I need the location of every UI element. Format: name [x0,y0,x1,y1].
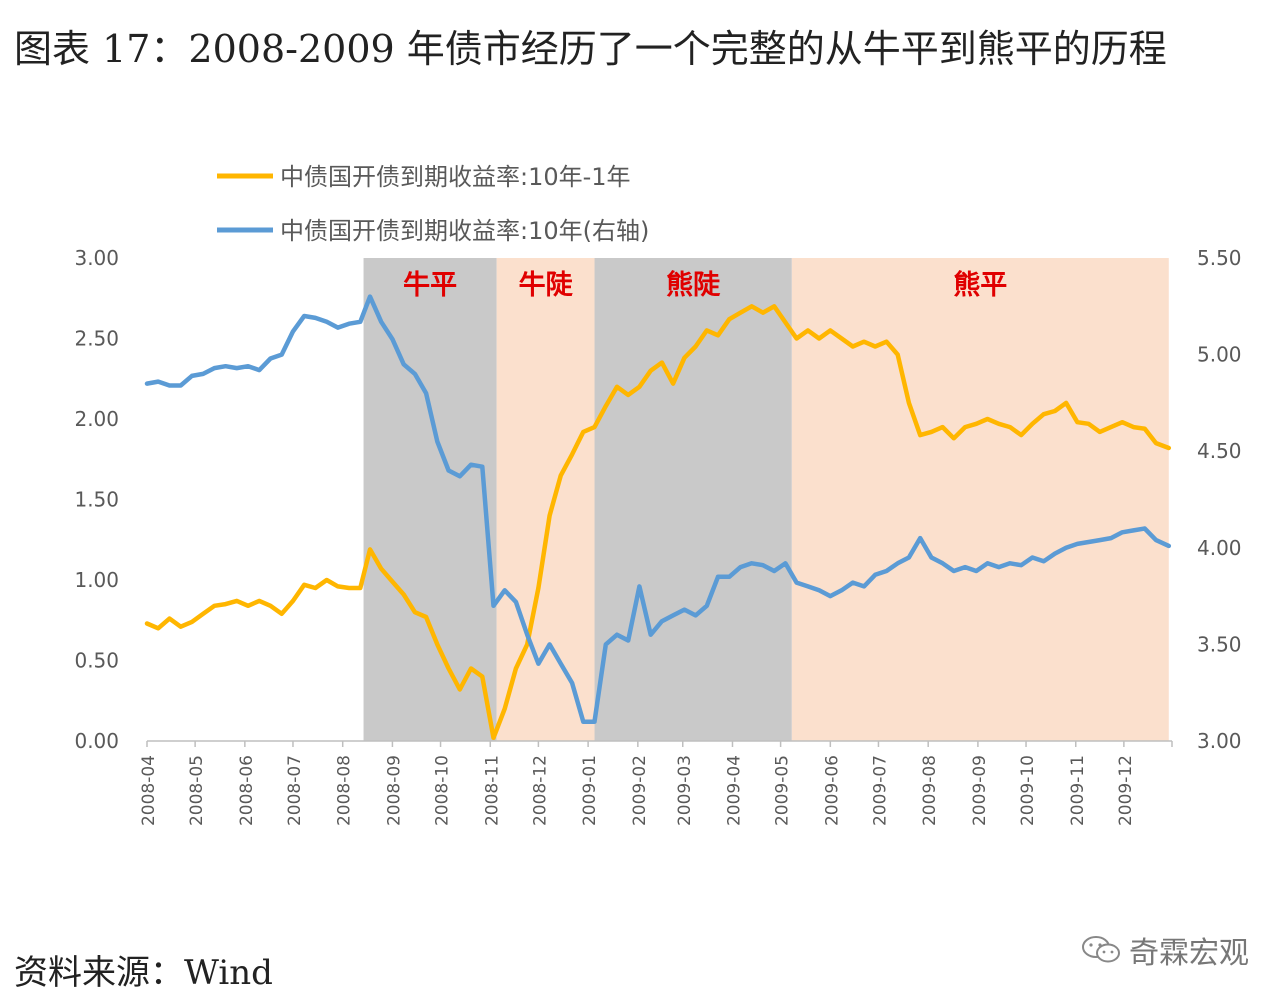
y-right-tick-label-3: 4.50 [1197,439,1242,463]
series-line-0 [144,304,1172,741]
wechat-icon [1082,936,1120,963]
x-tick-label-11: 2009-03 [675,755,695,826]
x-tick-label-19: 2009-11 [1068,755,1088,826]
x-tick-label-15: 2009-07 [870,755,890,826]
x-tick-label-13: 2009-05 [773,755,793,826]
y-left-tick-label-0: 0.00 [74,729,119,753]
y-left-tick-label-4: 2.00 [74,407,119,431]
watermark: 奇霖宏观 [1081,928,1249,972]
y-left-tick-label-6: 3.00 [74,246,119,270]
x-tick-label-9: 2009-01 [580,755,600,826]
series-line-1 [144,294,1172,724]
y-left-tick-label-3: 1.50 [74,488,119,512]
right-y-axis: 3.00 3.50 4.00 4.50 5.00 5.50 [1197,246,1242,753]
x-tick-label-6: 2008-10 [433,755,453,826]
source-note: 资料来源：Wind [14,953,273,993]
x-axis: 2008-04 2008-05 2008-06 2008-07 2008-08 2008-… [139,740,1173,826]
phase-label-0: 牛平 [403,270,457,301]
y-right-tick-label-5: 5.50 [1197,246,1242,270]
phase-band-3 [791,258,1169,741]
phase-label-3: 熊平 [953,269,1007,301]
x-tick-label-16: 2009-08 [920,755,940,826]
figure-title: 图表 17：2008-2009 年债市经历了一个完整的从牛平到熊平的历程 [14,27,1167,71]
x-tick-label-12: 2009-04 [724,755,744,826]
y-right-tick-label-4: 5.00 [1197,343,1242,367]
y-right-tick-label-1: 3.50 [1197,632,1242,656]
x-tick-label-5: 2008-09 [384,755,404,826]
phase-band-1 [496,258,595,741]
phase-band-0 [363,258,497,741]
phase-shading [363,258,1169,741]
x-tick-label-3: 2008-07 [285,755,305,826]
x-tick-label-7: 2008-11 [482,755,502,826]
legend-label-0: 中债国开债到期收益率:10年-1年 [280,163,631,191]
phase-label-2: 熊陡 [666,269,721,301]
phase-band-2 [594,258,792,741]
y-right-tick-label-2: 4.00 [1197,536,1242,560]
series-lines [144,294,1172,741]
x-tick-label-4: 2008-08 [335,755,355,826]
x-tick-label-2: 2008-06 [237,755,257,826]
x-tick-label-18: 2009-10 [1018,755,1038,826]
x-tick-label-8: 2008-12 [530,755,550,826]
x-tick-label-20: 2009-12 [1116,755,1136,826]
phase-labels: 牛平 牛陡 熊陡 熊平 [403,269,1007,301]
watermark-text: 奇霖宏观 [1129,936,1249,971]
y-left-tick-label-2: 1.00 [74,568,119,592]
phase-label-1: 牛陡 [519,270,574,301]
x-tick-label-17: 2009-09 [970,755,990,826]
chart: 牛平 牛陡 熊陡 熊平 0.00 0.50 1.00 1.50 2.00 2.50 3.00 3.… [74,163,1242,826]
x-tick-label-14: 2009-06 [822,755,842,826]
y-right-tick-label-0: 3.00 [1197,729,1242,753]
legend-label-1: 中债国开债到期收益率:10年(右轴) [280,217,649,245]
x-tick-label-10: 2009-02 [630,755,650,826]
y-left-tick-label-1: 0.50 [74,649,119,673]
y-left-tick-label-5: 2.50 [74,327,119,351]
x-tick-label-0: 2008-04 [139,755,159,826]
x-tick-label-1: 2008-05 [187,755,207,826]
left-y-axis: 0.00 0.50 1.00 1.50 2.00 2.50 3.00 [74,246,119,753]
